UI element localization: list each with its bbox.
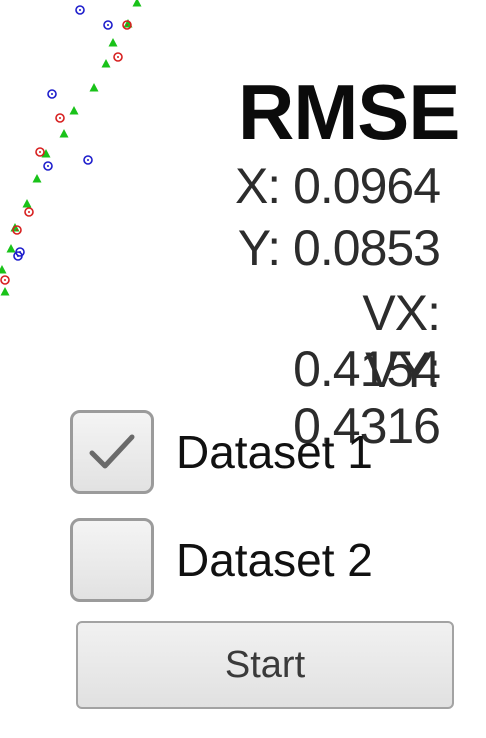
plot-circle-marker-blue xyxy=(75,5,85,15)
plot-circle-marker-red-center xyxy=(117,56,119,58)
plot-triangle-marker xyxy=(89,83,99,92)
plot-circle-marker-red-center xyxy=(39,151,41,153)
plot-circle-marker-blue-center xyxy=(17,255,19,257)
plot-circle-marker-red-center xyxy=(126,24,128,26)
dataset-1-checkbox[interactable] xyxy=(70,410,154,494)
rmse-vx-value: VX: 0.4154 xyxy=(293,285,441,397)
plot-triangle-marker xyxy=(41,149,51,158)
plot-circle-marker-red xyxy=(122,20,132,30)
plot-circle-marker-blue-center xyxy=(79,9,81,11)
plot-triangle-marker xyxy=(22,199,32,208)
plot-circle-marker-red-center xyxy=(16,229,18,231)
trajectory-scatter-plot xyxy=(0,0,142,296)
plot-circle-marker-red-center xyxy=(59,117,61,119)
plot-circle-marker-red-center xyxy=(28,211,30,213)
plot-circle-marker-red xyxy=(0,275,10,285)
plot-circle-marker-blue xyxy=(103,20,113,30)
rmse-y-value: Y: 0.0853 xyxy=(237,220,441,276)
plot-triangle-marker xyxy=(0,265,7,274)
plot-triangle-marker xyxy=(69,106,79,115)
plot-triangle-marker xyxy=(101,59,111,68)
plot-triangle-marker xyxy=(59,129,69,138)
plot-circle-marker-red xyxy=(113,52,123,62)
rmse-title: RMSE xyxy=(238,68,460,156)
dataset-1-label: Dataset 1 xyxy=(176,426,373,478)
plot-circle-marker-red xyxy=(55,113,65,123)
plot-circle-marker-red-center xyxy=(4,279,6,281)
plot-triangle-marker xyxy=(32,174,42,183)
plot-circle-marker-red xyxy=(24,207,34,217)
rmse-x-value: X: 0.0964 xyxy=(234,158,441,214)
plot-circle-marker-red xyxy=(35,147,45,157)
dataset-2-option[interactable]: Dataset 2 xyxy=(70,516,450,604)
plot-circle-marker-blue xyxy=(43,161,53,171)
plot-circle-marker-blue xyxy=(47,89,57,99)
plot-circle-marker-blue xyxy=(13,251,23,261)
checkmark-icon xyxy=(89,434,135,469)
rmse-vy-value: VY: 0.4316 xyxy=(293,342,441,454)
start-button[interactable]: Start xyxy=(76,621,454,709)
plot-circle-marker-blue-center xyxy=(51,93,53,95)
plot-triangle-marker xyxy=(132,0,142,7)
plot-circle-marker-red xyxy=(12,225,22,235)
plot-circle-marker-blue-center xyxy=(47,165,49,167)
plot-triangle-marker xyxy=(6,244,16,253)
plot-circle-marker-blue-center xyxy=(107,24,109,26)
dataset-1-option[interactable]: Dataset 1 xyxy=(70,408,450,496)
dataset-2-checkbox[interactable] xyxy=(70,518,154,602)
plot-triangle-marker xyxy=(108,38,118,47)
plot-triangle-marker xyxy=(0,287,10,296)
dataset-2-label: Dataset 2 xyxy=(176,534,373,586)
plot-circle-marker-blue-center xyxy=(87,159,89,161)
plot-circle-marker-blue xyxy=(83,155,93,165)
